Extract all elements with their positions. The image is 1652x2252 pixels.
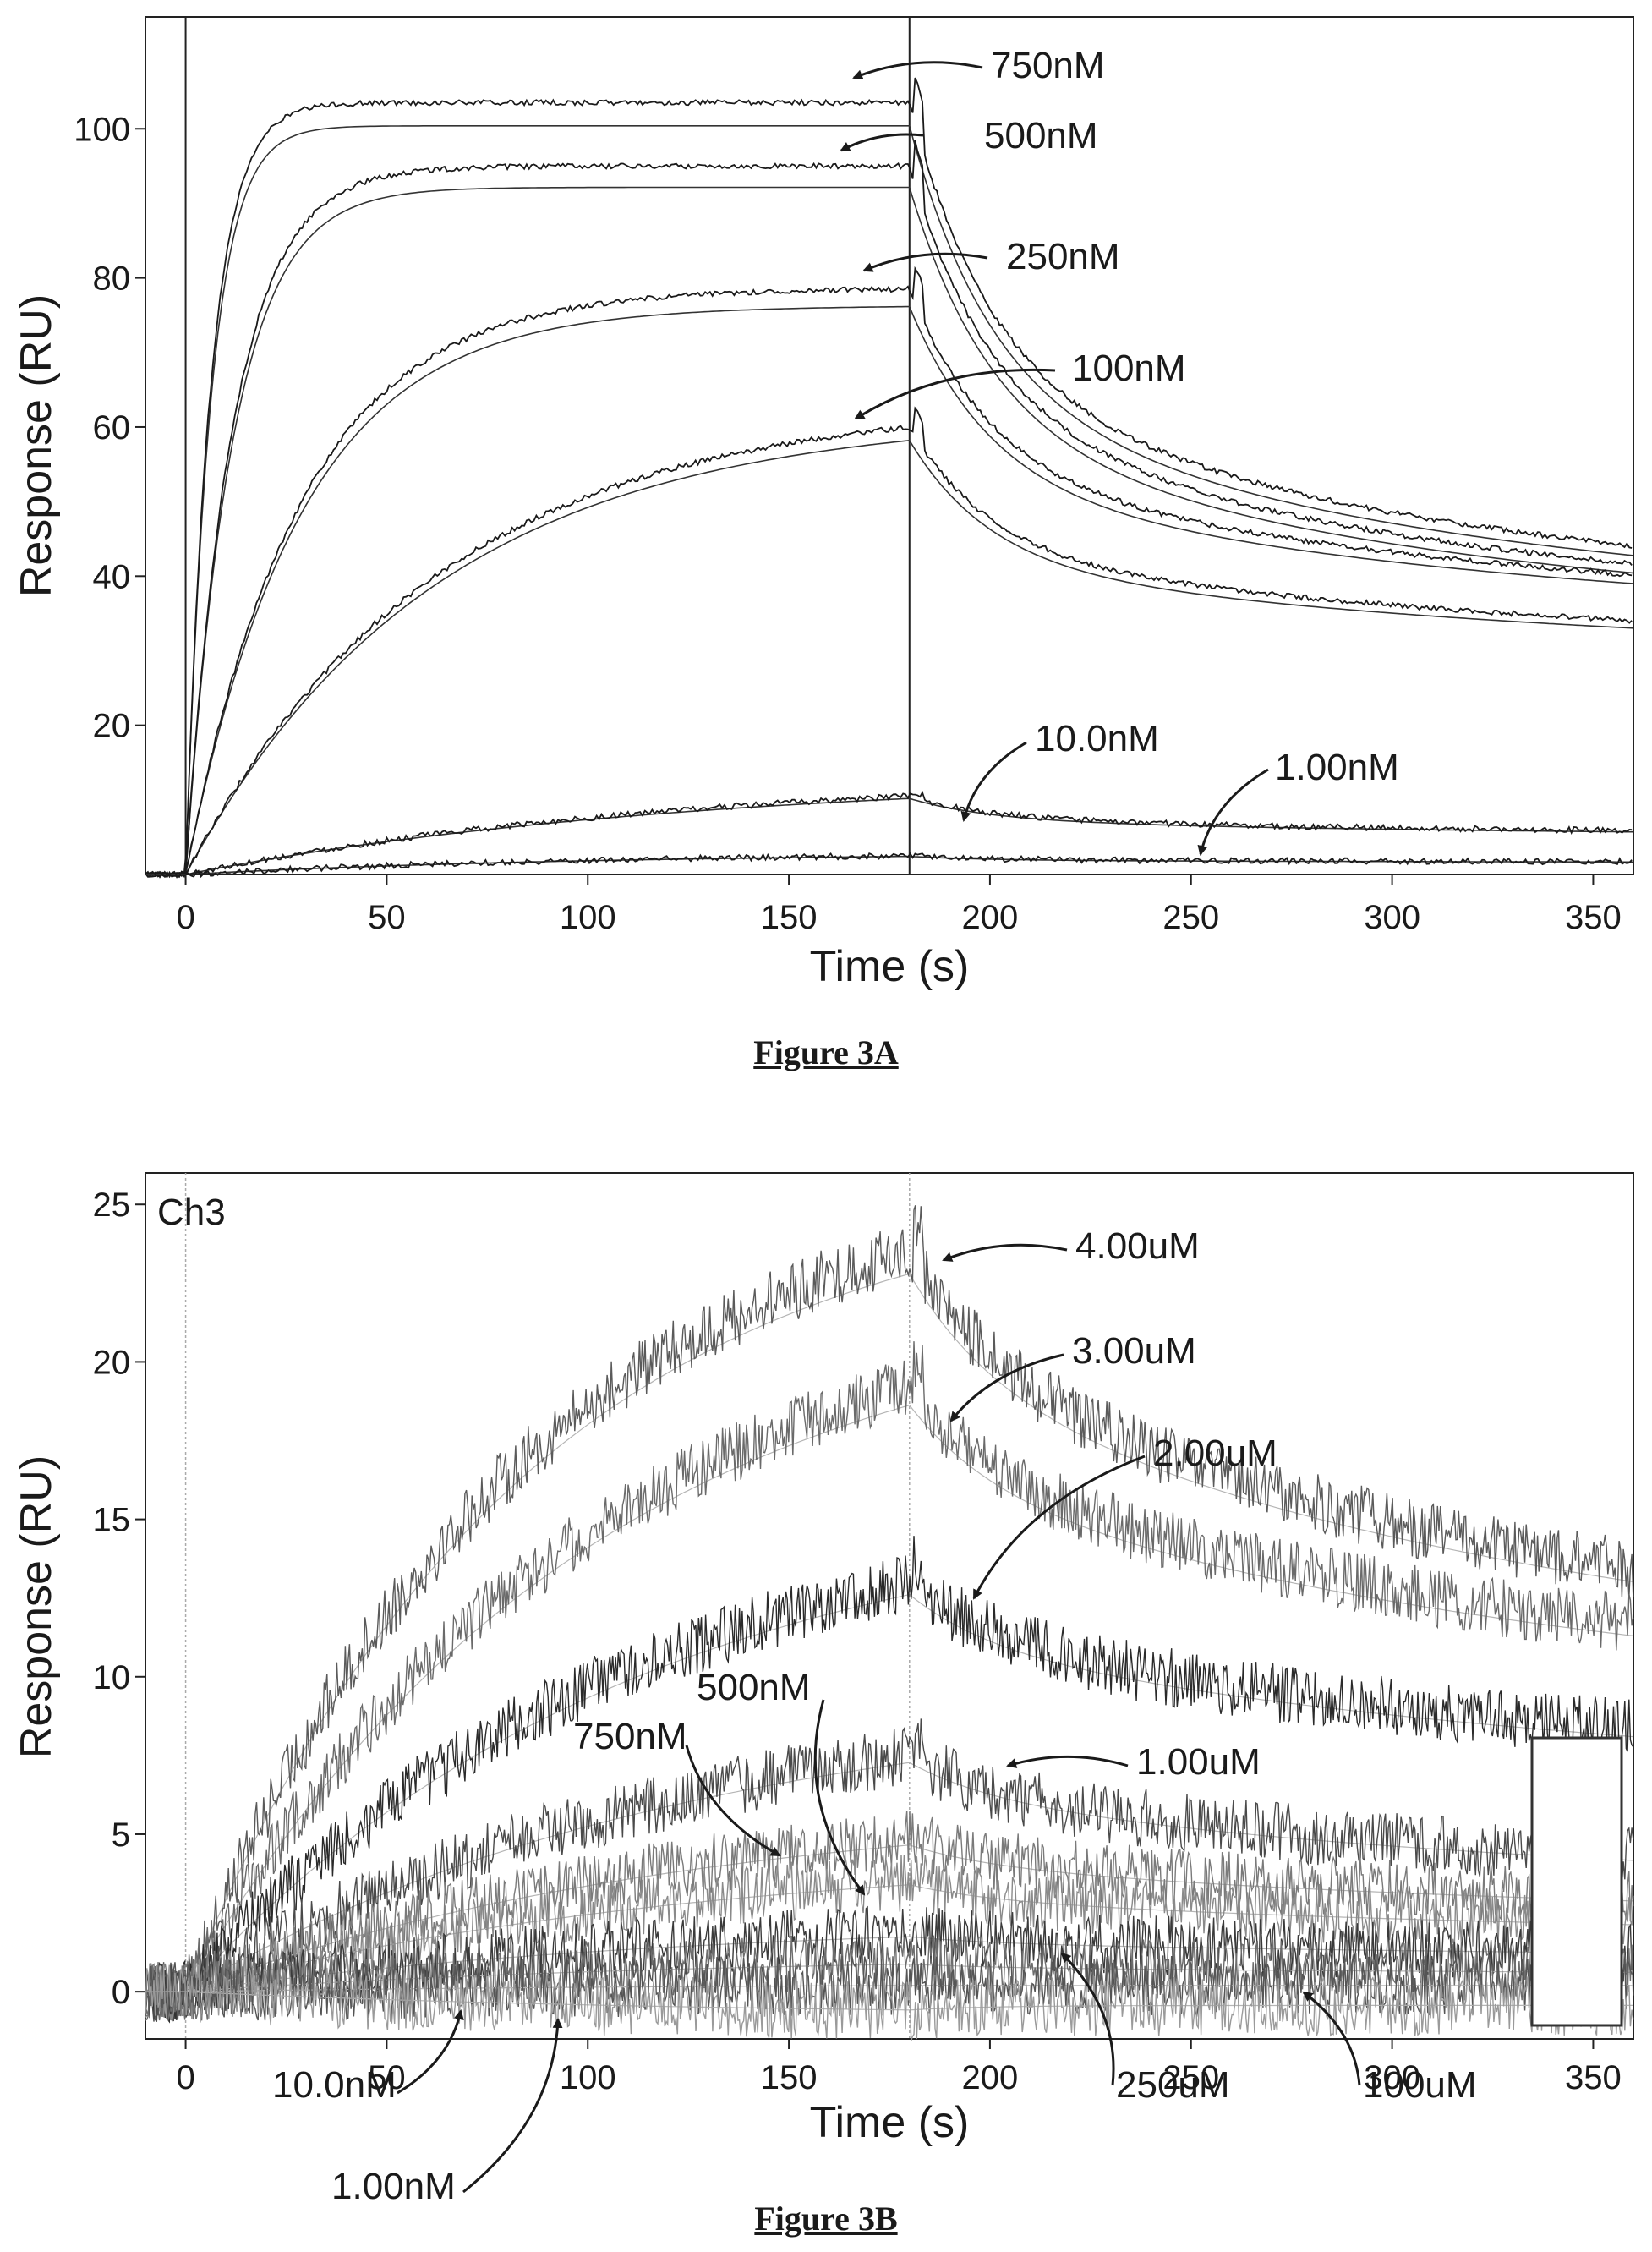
annotation-label-750nm: 750nM (991, 45, 1105, 86)
annotation-arrow-3-00um (949, 1353, 1064, 1422)
y-tick-label: 5 (112, 1816, 130, 1854)
x-tick-label: 100 (560, 899, 616, 936)
y-axis-label: Response (RU) (12, 294, 61, 597)
series-fit-4-00um (145, 1273, 1634, 1992)
y-tick-label: 25 (93, 1186, 131, 1224)
annotation-arrow-10-0nm (397, 2009, 464, 2095)
series-1-00nm (145, 1964, 1634, 2041)
series-fit-500nm (145, 186, 1634, 875)
series-fit-250nm (145, 305, 1634, 875)
series-1-00um (145, 1718, 1634, 2022)
y-tick-label: 60 (93, 409, 131, 447)
y-tick-label: 0 (112, 1974, 130, 2011)
plot-frame (145, 1172, 1634, 2040)
annotation-arrow-1-00nm (462, 2018, 563, 2194)
x-tick-label: 300 (1364, 2059, 1420, 2096)
x-axis-label: Time (s) (810, 942, 970, 991)
x-tick-label: 200 (962, 2059, 1019, 2096)
blank-legend-box (1530, 1736, 1623, 2027)
annotation-arrow-750nm (685, 1745, 781, 1857)
annotation-label-500nm: 500nM (697, 1667, 811, 1708)
annotation-label-100nm: 100nM (1072, 348, 1186, 389)
series-3-00um (145, 1341, 1634, 2021)
series-group (145, 1205, 1634, 2041)
annotation-arrow-500nm (813, 1699, 866, 1896)
x-tick-label: 200 (962, 899, 1019, 936)
annotation-arrow-4-00um (942, 1243, 1068, 1262)
annotation-arrow-100um (1302, 1991, 1361, 2086)
annotation-label-1-00nm: 1.00nM (331, 2166, 456, 2207)
x-tick-label: 250 (1162, 899, 1219, 936)
annotation-arrow-1-00um (1006, 1755, 1129, 1768)
annotation-label-2-00um: 2.00uM (1153, 1433, 1277, 1474)
y-tick-label: 100 (74, 111, 130, 148)
series-750nm (145, 77, 1633, 878)
x-tick-label: 150 (761, 899, 818, 936)
annotation-label-10-0nm: 10.0nM (272, 2064, 397, 2106)
annotation-arrow-2-00um (972, 1455, 1146, 1600)
y-tick-label: 80 (93, 260, 131, 298)
series-fit-100nm (145, 439, 1634, 875)
annotation-label-500nm: 500nM (984, 115, 1098, 156)
annotation-label-4-00um: 4.00uM (1075, 1225, 1200, 1267)
axis-ticks: 0 50 100 150 200 250 300 350 20 40 60 80 100 (74, 17, 1622, 936)
annotation-arrow-250nm (862, 252, 988, 272)
x-tick-label: 300 (1364, 899, 1420, 936)
annotation-arrow-750nm (852, 61, 983, 79)
figure-3b-chart: Ch3 0 50 100 150 200 250 300 350 0 5 10 15 20 25 4.00… (12, 1172, 1634, 2238)
x-tick-label: 50 (368, 899, 406, 936)
series-500nm (145, 140, 1633, 879)
x-tick-label: 0 (176, 2059, 194, 2096)
y-tick-label: 15 (93, 1502, 131, 1539)
x-tick-label: 250 (1162, 2059, 1219, 2096)
y-tick-label: 20 (93, 1344, 131, 1381)
annotation-label-750nm: 750nM (573, 1716, 687, 1757)
series-250nm (145, 266, 1633, 879)
annotation-label-100um: 100uM (1363, 2064, 1477, 2106)
annotation-label-3-00um: 3.00uM (1072, 1330, 1196, 1372)
x-axis-label: Time (s) (810, 2098, 970, 2147)
y-tick-label: 20 (93, 708, 131, 745)
series-100nm (145, 406, 1633, 879)
y-tick-label: 10 (93, 1659, 131, 1696)
series-fit-750nm (145, 125, 1634, 875)
annotation-arrow-500nm (840, 133, 924, 152)
annotation-label-250um: 250uM (1116, 2064, 1230, 2106)
annotation-arrow-100nm (854, 368, 1056, 420)
series-1-00nm (145, 852, 1633, 879)
x-tick-label: 150 (761, 2059, 818, 2096)
figure-caption: Figure 3B (754, 2200, 897, 2238)
panel-label: Ch3 (157, 1192, 226, 1233)
annotation-label-1-00nm: 1.00nM (1275, 747, 1399, 788)
x-tick-label: 100 (560, 2059, 616, 2096)
annotation-arrow-1-00nm (1197, 768, 1269, 856)
series-fit-10-0nm (145, 797, 1633, 875)
plot-frame (145, 16, 1634, 875)
figure-3a-chart: 0 50 100 150 200 250 300 350 20 40 60 80 100 750nM 50… (12, 16, 1634, 1071)
series-10-0nm (145, 1953, 1633, 2021)
annotation-arrow-10-0nm (960, 741, 1027, 822)
series-fit-1-00nm (145, 1991, 1633, 2011)
series-10-0nm (145, 790, 1633, 879)
series-group (145, 77, 1634, 879)
series-500nm (145, 1854, 1634, 2024)
y-tick-label: 40 (93, 558, 131, 595)
series-4-00um (145, 1205, 1634, 2021)
x-tick-label: 350 (1565, 2059, 1622, 2096)
x-tick-label: 50 (368, 2059, 406, 2096)
annotation-label-10-0nm: 10.0nM (1035, 718, 1159, 759)
series-2-00um (145, 1536, 1634, 2024)
x-tick-label: 350 (1565, 899, 1622, 936)
x-tick-label: 0 (176, 899, 194, 936)
annotation-label-1-00um: 1.00uM (1136, 1741, 1261, 1783)
figure-caption: Figure 3A (753, 1033, 899, 1071)
annotation-arrow-250um (1060, 1952, 1115, 2086)
annotation-group: 750nM 500nM 250nM 100nM 10.0nM 1.00nM (840, 45, 1399, 856)
y-axis-label: Response (RU) (12, 1455, 61, 1758)
annotation-label-250nm: 250nM (1006, 236, 1120, 277)
